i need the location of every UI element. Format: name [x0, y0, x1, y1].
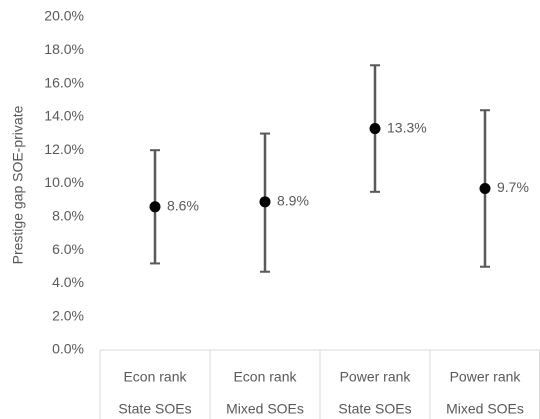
y-tick-label: 10.0%: [44, 174, 84, 190]
y-tick-label: 12.0%: [44, 141, 84, 157]
x-tick-label: Power rank: [340, 369, 412, 385]
x-tick-label: Econ rank: [233, 369, 297, 385]
x-tick-label: State SOEs: [118, 401, 191, 417]
y-tick-label: 16.0%: [44, 74, 84, 90]
data-label: 13.3%: [387, 119, 427, 135]
x-tick-label: Power rank: [450, 369, 522, 385]
point: [369, 123, 381, 135]
x-tick-label: Mixed SOEs: [226, 401, 304, 417]
y-tick-label: 20.0%: [44, 8, 84, 24]
data-label: 8.6%: [167, 198, 199, 214]
y-tick-label: 0.0%: [52, 341, 84, 357]
data-label: 8.9%: [277, 193, 309, 209]
x-tick-label: Mixed SOEs: [446, 401, 524, 417]
point: [479, 182, 491, 194]
x-tick-label: Econ rank: [123, 369, 187, 385]
y-tick-label: 6.0%: [52, 241, 84, 257]
y-tick-label: 2.0%: [52, 307, 84, 323]
y-axis-title: Prestige gap SOE-private: [10, 105, 26, 264]
point: [149, 201, 161, 213]
data-label: 9.7%: [497, 179, 529, 195]
y-tick-label: 14.0%: [44, 108, 84, 124]
y-tick-label: 18.0%: [44, 41, 84, 57]
y-tick-label: 8.0%: [52, 208, 84, 224]
point: [259, 196, 271, 208]
x-tick-label: State SOEs: [338, 401, 411, 417]
y-tick-label: 4.0%: [52, 274, 84, 290]
